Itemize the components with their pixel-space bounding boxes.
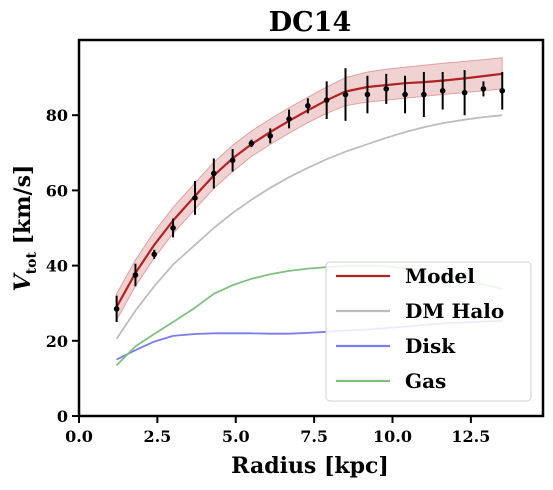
data-point [364,91,371,98]
y-axis-label-unit: [km/s] [10,165,36,252]
data-point [267,133,274,139]
data-point [170,225,176,231]
data-point [248,140,255,147]
legend-label-gas: Gas [405,369,446,393]
data-point [151,251,158,258]
x-axis: 0.0 2.5 5.0 7.5 10.0 12.5 [65,416,490,446]
x-axis-label: Radius [kpc] [231,453,389,479]
data-point [499,87,506,94]
data-point [113,306,120,312]
data-point [192,195,198,201]
plot-frame [77,38,545,418]
y-tick-label: 80 [46,106,68,125]
data-point [342,91,349,98]
y-axis-label-main: V [10,272,36,291]
data-point [211,170,217,177]
legend-label-model: Model [405,264,475,288]
legend-box [325,261,532,402]
x-tick-label: 5.0 [222,427,250,446]
data-point [132,272,139,278]
data-point [383,86,390,92]
y-axis-label: Vtot [km/s] [10,165,40,292]
plot-area [77,38,545,418]
data-point [305,103,311,109]
legend-label-dm-halo: DM Halo [405,299,504,323]
x-tick-label: 0.0 [65,427,93,446]
y-axis: 0 20 40 60 80 [46,106,79,426]
x-tick-label: 2.5 [143,427,171,446]
data-point [286,116,292,122]
y-tick-label: 0 [57,407,68,426]
chart-title: DC14 [269,7,351,38]
y-tick-label: 40 [46,257,68,276]
data-point [480,86,487,92]
x-tick-label: 10.0 [373,427,412,446]
x-tick-label: 12.5 [451,427,490,446]
legend: Model DM Halo Disk Gas [325,261,532,402]
y-axis-label-subscript: tot [24,252,40,275]
data-point [439,87,446,94]
y-tick-label: 20 [46,332,68,351]
data-point [229,157,236,164]
series-line-dm-halo [115,114,503,340]
data-point [421,91,427,98]
y-tick-label: 60 [46,181,68,200]
data-point [402,91,408,98]
data-point [323,97,330,103]
data-point [461,89,468,96]
x-tick-label: 7.5 [300,427,328,446]
legend-label-disk: Disk [405,334,456,358]
